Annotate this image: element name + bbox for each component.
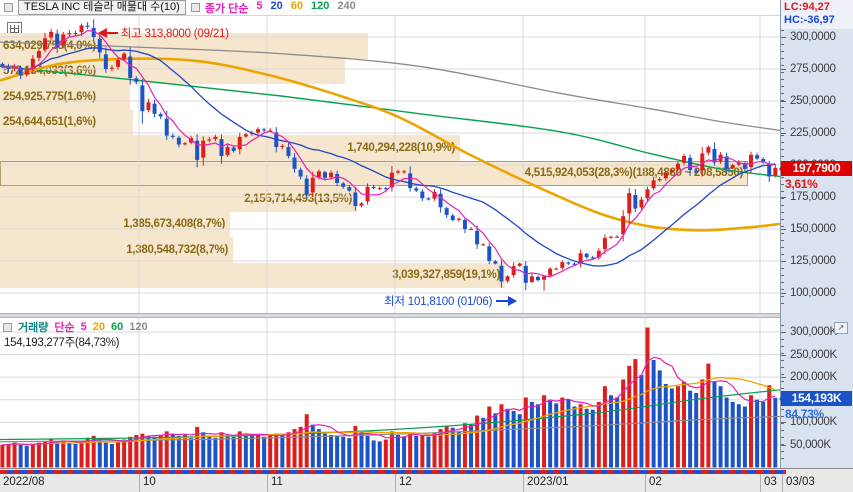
current-date-label: 03/03 [782,474,853,492]
price-tick: 175,0000 [790,191,836,203]
volume-profile-settings-icon[interactable] [7,22,22,36]
right-arrow-icon [508,296,518,306]
volume-tick: 200,000K [790,371,837,384]
price-ma-legend[interactable]: 종가 단순 5 20 60 120 240 [205,0,356,16]
volume-profile-band [0,109,133,135]
price-tick: 125,0000 [790,255,836,267]
volume-profile-label: 3,039,327,859(19,1%) [392,269,500,281]
date-axis: 2022/08 10 11 12 2023/01 02 03 03/03 [0,468,853,492]
volume-profile-band [0,186,357,212]
price-tick: 100,0000 [790,287,836,299]
legend-ma-20[interactable]: 20 [270,0,283,12]
low-change-label: LC:94,27 [784,1,830,13]
volume-profile-band [0,262,505,288]
legend-ma-120[interactable]: 120 [310,0,330,12]
ma5-line [2,29,776,278]
chart-title[interactable]: TESLA INC 테슬라 매물대 수(10) [18,0,186,15]
highest-price-marker: 최고 313,8000 (09/21) [97,25,229,41]
volume-profile-label: 1,380,548,732(8,7%) [126,243,228,256]
date-axis-label: 2023/01 [523,474,645,492]
volume-total-label: 154,193,277주(84,73%) [4,337,120,349]
pane-expand-icon[interactable]: ↗ [834,322,848,334]
price-tick: 225,0000 [790,127,836,139]
date-axis-label: 11 [267,474,395,492]
legend-ma-5[interactable]: 5 [256,0,263,12]
volume-bars [0,327,778,468]
legend-toggle-icon-3[interactable] [3,322,12,332]
legend-toggle-icon[interactable] [4,3,13,12]
price-grid [0,16,780,313]
legend-volume: 거래량 [18,322,49,334]
legend-vma-20[interactable]: 20 [92,321,105,333]
date-axis-label: 03 [760,474,780,492]
daily-color-strip [0,470,786,474]
legend-vma-120[interactable]: 120 [129,321,148,333]
volume-profile-band [0,211,230,237]
date-axis-label: 12 [395,474,523,492]
high-change-label: HC:-36,97 [784,14,835,26]
price-tick: 300,0000 [790,31,836,43]
date-axis-label: 02 [645,474,760,492]
volume-tick: 50,000K [790,438,831,451]
legend-vma-60[interactable]: 60 [111,321,124,333]
volume-profile-label: 254,925,775(1,6%) [3,90,96,103]
volume-plot-area[interactable] [0,317,780,468]
legend-toggle-icon-2[interactable] [190,3,200,12]
price-ma-lines [0,41,780,232]
volume-profile-label: 1,740,294,228(10,9%) [347,141,455,154]
volume-tick: 250,000K [790,348,837,361]
legend-ma-60[interactable]: 60 [290,0,303,12]
ma20-line [2,47,776,267]
volume-ma-lines [0,356,780,446]
volume-ma-legend[interactable]: 거래량 단순 5 20 60 120 [3,319,148,335]
left-arrow-icon [97,28,107,38]
price-tick: 250,0000 [790,95,836,107]
legend-ma-type: 단순 [54,322,75,334]
price-plot-area[interactable] [0,16,780,313]
volume-tick: 100,000K [790,416,837,429]
price-tick: 150,0000 [790,223,836,235]
volume-profile-label: 254,644,651(1,6%) [3,116,96,128]
date-axis-label: 10 [139,474,267,492]
volume-percent: 84,73% [785,406,824,421]
lowest-price-marker: 최저 101,8100 (01/06) [384,293,518,309]
volume-profile-band [0,237,233,263]
pane-splitter[interactable] [0,313,780,318]
volume-profile-label: 2,155,714,493(13,5%) [244,192,352,205]
date-axis-label: 2022/08 [0,474,139,492]
current-volume-badge: 154,193K [779,390,852,406]
highest-price-label: 최고 313,8000 (09/21) [120,28,229,40]
chart-header: TESLA INC 테슬라 매물대 수(10) 종가 단순 5 20 60 120 240 [0,0,780,16]
legend-vma-5[interactable]: 5 [80,321,87,333]
legend-ma-240[interactable]: 240 [337,0,356,12]
volume-profile-band [0,135,460,161]
volume-profile-label: 1,385,673,408(8,7%) [123,218,225,230]
price-change-percent: 3,61% [785,176,818,191]
volume-profile-band [0,84,130,110]
current-price-badge: 197,7900 [779,160,852,176]
volume-tick: 300,000K [790,325,837,338]
legend-ma-type: 종가 단순 [204,2,249,15]
lowest-price-label: 최저 101,8100 (01/06) [384,296,493,308]
price-tick: 275,0000 [790,63,836,75]
